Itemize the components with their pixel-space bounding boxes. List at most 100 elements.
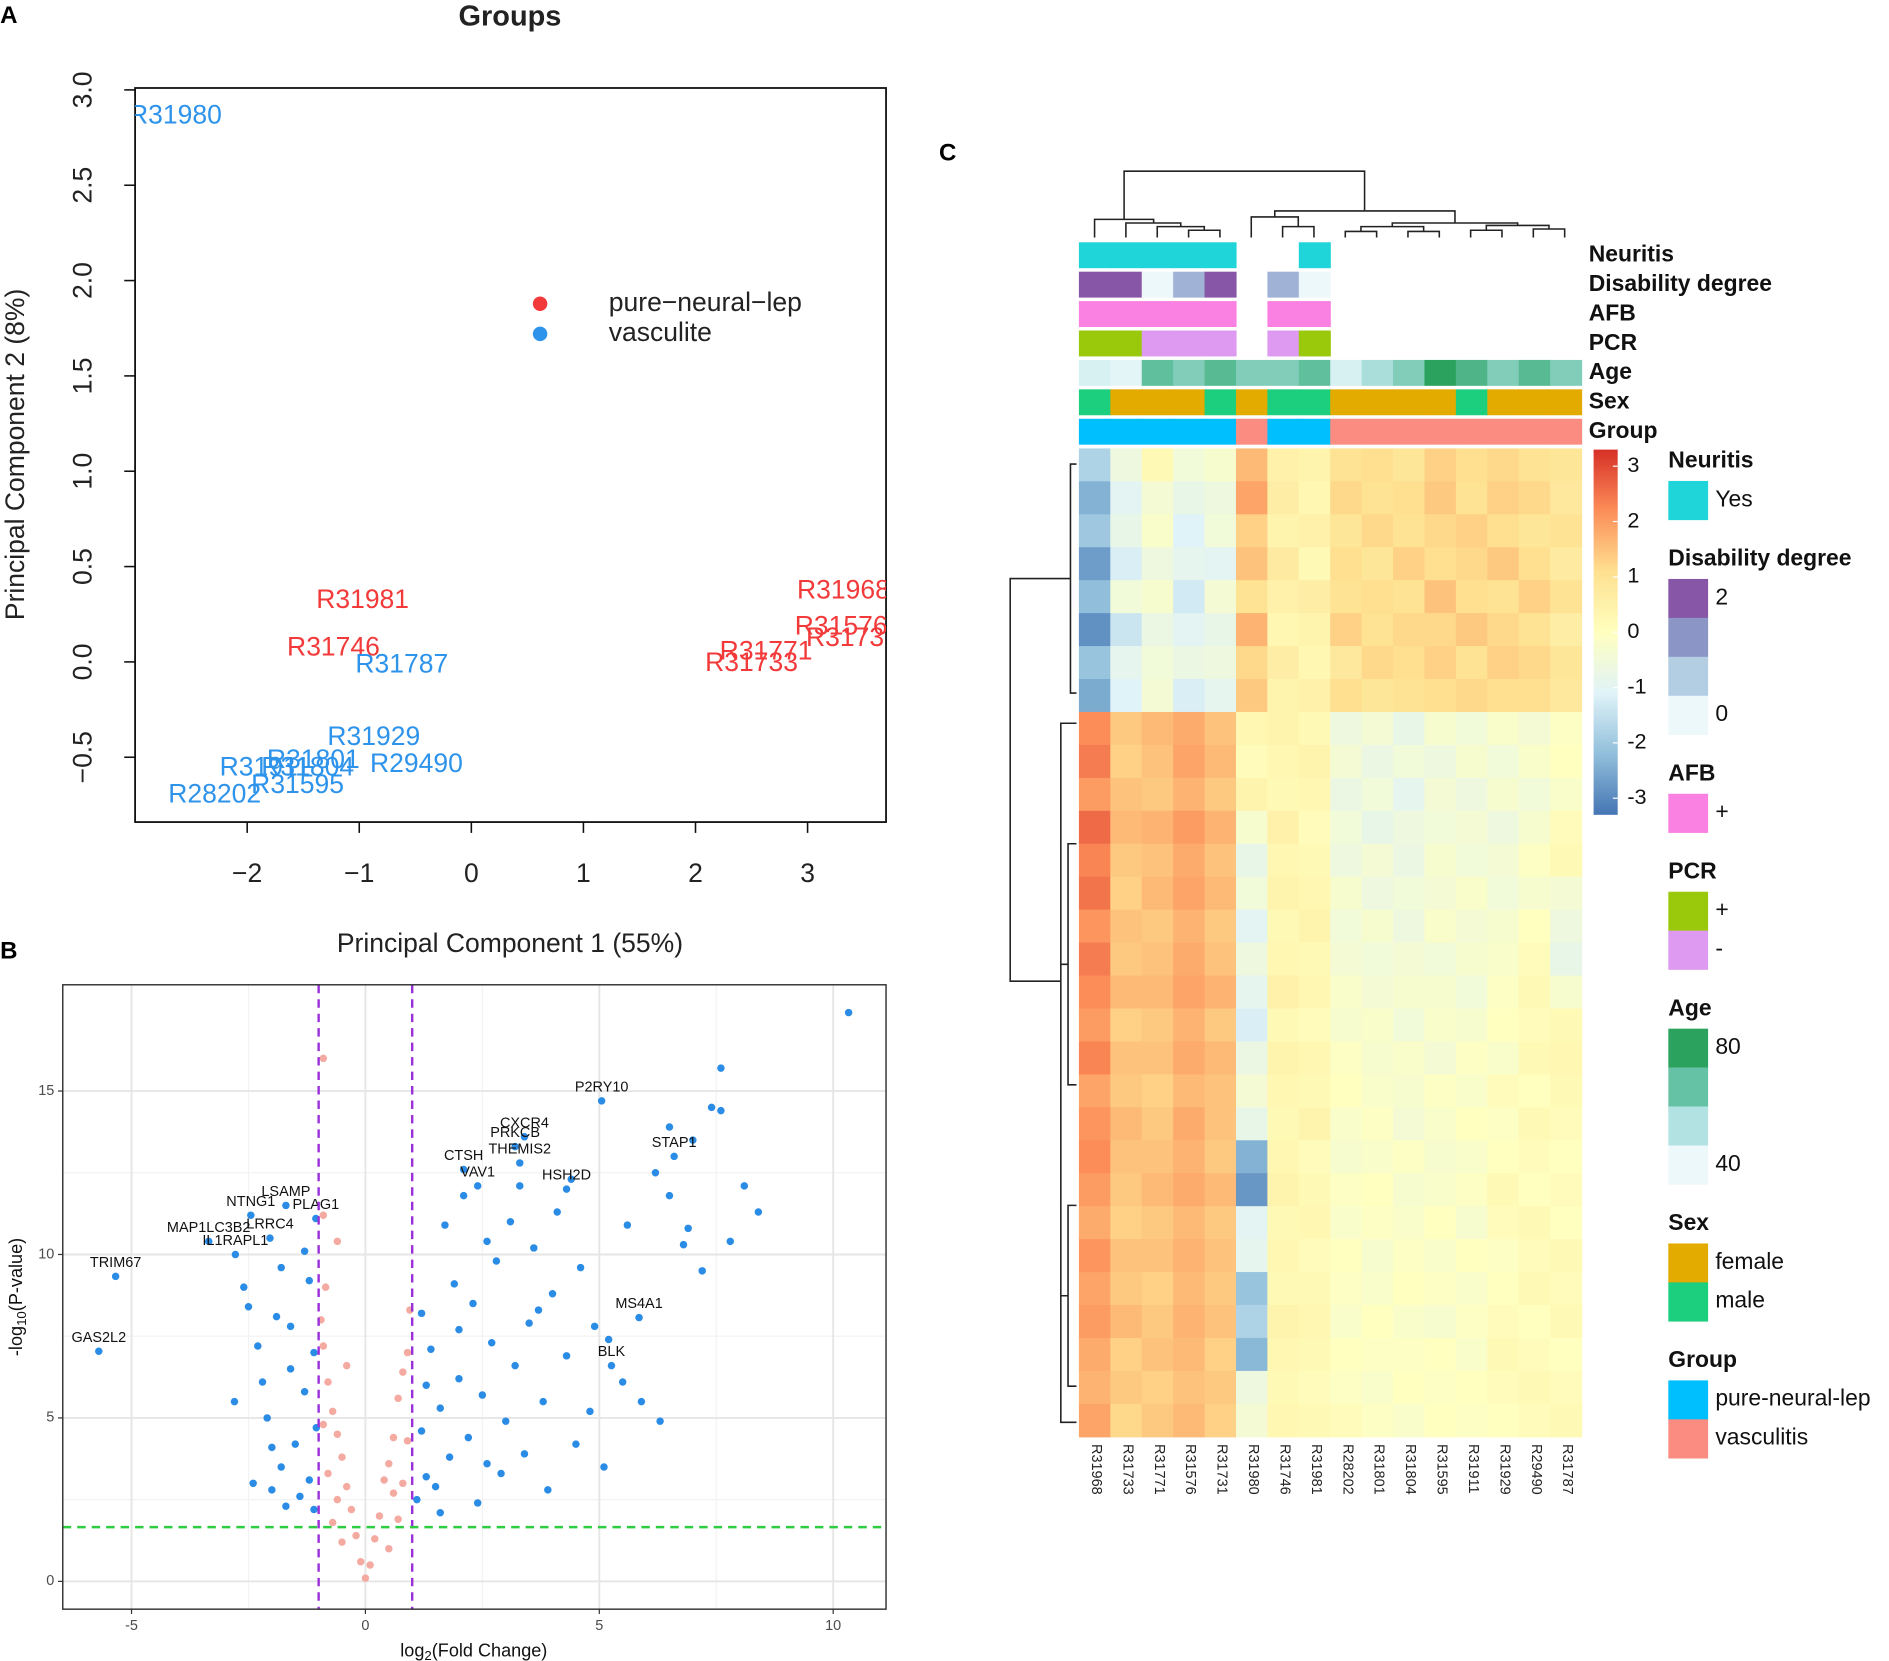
heatmap-cell [1455,547,1488,581]
heatmap-cell [1298,810,1331,845]
heatmap-cell [1361,481,1394,515]
heatmap-cell [1235,1370,1268,1405]
heatmap-cell [1204,777,1237,812]
heatmap-cell [1173,843,1206,878]
point [502,1417,510,1425]
heatmap-cell [1141,580,1174,614]
point [399,1479,407,1488]
heatmap-cell [1173,481,1206,515]
heatmap-cell [1110,1305,1143,1339]
heatmap-cell [1330,942,1363,977]
legend-label: Yes [1715,485,1752,511]
heatmap-cell [1110,481,1143,515]
heatmap-cell [1393,1074,1426,1108]
point [286,1322,295,1331]
point [473,1499,482,1507]
point [342,1482,351,1491]
heatmap-cell [1455,711,1488,746]
heatmap-cell [1110,744,1143,779]
point-annotation: CTSH [444,1148,483,1164]
heatmap-cell [1235,1140,1268,1174]
heatmap-cell [1518,679,1551,713]
heatmap-cell [1487,1074,1520,1108]
point [296,1492,304,1501]
point [403,1437,412,1445]
column-label: R29490 [1528,1444,1544,1495]
point [511,1361,519,1370]
heatmap-cell [1550,1337,1583,1372]
heatmap-cell [1455,1008,1488,1043]
heatmap-cell [1267,1074,1300,1108]
heatmap-cell [1487,1272,1520,1306]
y-tick-label: 2.5 [67,167,97,204]
legend-label: + [1715,798,1728,824]
legend-title: Sex [1668,1209,1709,1235]
heatmap-cell [1424,613,1457,647]
heatmap-cell [1298,1140,1331,1174]
heatmap-cell [1424,909,1457,944]
point [483,1237,491,1246]
y-tick-label: 5 [46,1410,54,1426]
point-label: R31746 [287,632,380,662]
annotation-cell [1235,418,1268,445]
y-axis-label-part: (P-value) [6,1238,26,1311]
heatmap-cell [1110,1403,1143,1438]
annotation-cell [1330,359,1363,386]
heatmap-cell [1361,1041,1394,1075]
column-label: R28202 [1339,1444,1355,1495]
annotation-cell [1393,359,1426,386]
point [319,1054,328,1063]
heatmap-cell [1235,646,1268,680]
heatmap-cell [1330,646,1363,680]
heatmap-cell [1110,975,1143,1010]
heatmap-cell [1110,646,1143,680]
point-annotation: PRKCB [490,1125,540,1141]
point [717,1106,725,1115]
heatmap-cell [1518,1337,1551,1372]
point [352,1531,360,1540]
heatmap-cell [1298,448,1331,482]
point-annotation: BLK [598,1344,626,1360]
heatmap-cell [1110,679,1143,713]
points [95,1008,853,1582]
heatmap-cell [1204,481,1237,515]
heatmap-cell [1141,1173,1174,1207]
point [623,1221,632,1229]
heatmap-cell [1078,448,1111,482]
point [333,1237,342,1246]
point [247,1211,255,1219]
annotation-cell [1550,418,1583,445]
point [441,1221,449,1229]
annotation-cell [1141,418,1174,445]
point [300,1247,309,1255]
heatmap-cell [1361,448,1394,482]
heatmap-cell [1550,1173,1583,1207]
point-label: R31771 [720,635,813,665]
heatmap-cell [1361,909,1394,944]
point [240,1283,248,1291]
point [597,1097,606,1105]
annotation-cell [1487,418,1520,445]
heatmap-cell [1393,679,1426,713]
column-label: R31980 [1245,1444,1261,1495]
x-tick-label: 1 [576,858,591,888]
heatmap-cell [1487,843,1520,878]
heatmap-cell [1267,1140,1300,1174]
heatmap-cell [1361,711,1394,746]
heatmap-cell [1204,646,1237,680]
annotation-cell [1393,389,1426,416]
annotation-cell [1204,418,1237,445]
heatmap-cell [1173,1272,1206,1306]
point-label: R31733 [705,647,798,677]
heatmap-cell [1235,481,1268,515]
heatmap-cell [1550,679,1583,713]
heatmap-cell [1204,580,1237,614]
heatmap-cell [1173,1041,1206,1075]
point [385,1459,393,1468]
heatmap-cell [1361,1173,1394,1207]
point [520,1450,529,1458]
heatmap-cell [1298,1370,1331,1405]
point [637,1397,646,1406]
heatmap-cell [1455,679,1488,713]
heatmap-cell [1361,1239,1394,1273]
